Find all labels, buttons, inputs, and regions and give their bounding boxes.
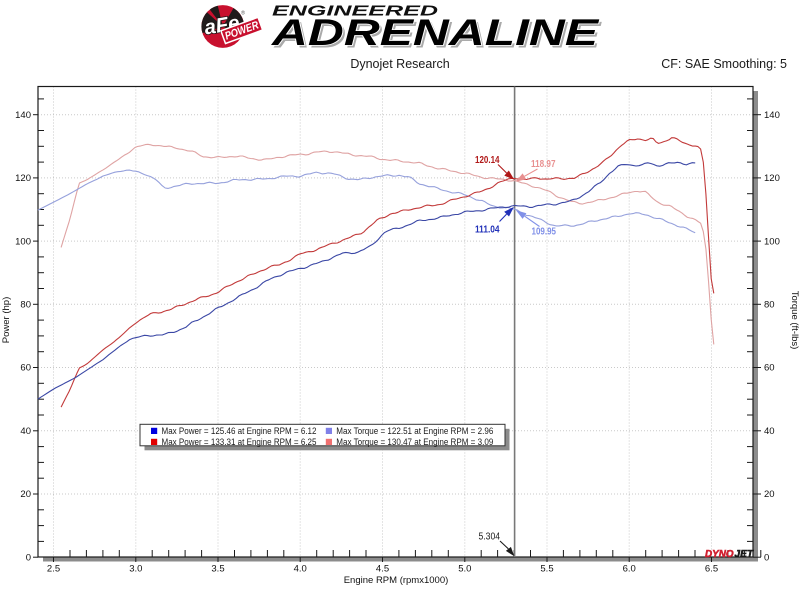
svg-text:0: 0 [26, 552, 31, 563]
svg-text:0: 0 [764, 552, 769, 563]
svg-text:Power (hp): Power (hp) [1, 297, 12, 343]
svg-text:3.5: 3.5 [211, 564, 224, 575]
svg-text:®: ® [241, 10, 245, 17]
svg-text:5.0: 5.0 [458, 564, 471, 575]
svg-text:2.5: 2.5 [47, 564, 60, 575]
svg-text:5.304: 5.304 [479, 532, 501, 543]
svg-text:20: 20 [20, 489, 31, 500]
svg-text:ADRENALINE: ADRENALINE [273, 15, 602, 56]
svg-text:5.5: 5.5 [540, 564, 553, 575]
svg-text:4.5: 4.5 [376, 564, 389, 575]
svg-text:4.0: 4.0 [294, 564, 307, 575]
svg-text:80: 80 [20, 300, 31, 311]
svg-text:DYNO: DYNO [705, 548, 734, 560]
svg-text:120: 120 [15, 173, 31, 184]
svg-text:118.97: 118.97 [531, 159, 556, 170]
svg-text:100: 100 [15, 236, 31, 247]
svg-text:40: 40 [764, 426, 775, 437]
svg-text:60: 60 [764, 363, 775, 374]
svg-text:80: 80 [764, 300, 775, 311]
svg-text:Max Torque = 122.51 at Engine: Max Torque = 122.51 at Engine RPM = 2.96 [336, 426, 493, 436]
svg-text:140: 140 [15, 110, 31, 121]
svg-text:6.0: 6.0 [623, 564, 636, 575]
svg-text:111.04: 111.04 [475, 225, 500, 236]
svg-text:120: 120 [764, 173, 780, 184]
svg-text:3.0: 3.0 [129, 564, 142, 575]
svg-text:Max Power = 133.31 at Engine R: Max Power = 133.31 at Engine RPM = 6.25 [162, 437, 317, 447]
svg-text:109.95: 109.95 [532, 227, 557, 238]
svg-text:Torque (ft-lbs): Torque (ft-lbs) [789, 291, 800, 350]
svg-text:ADRENALINE: ADRENALINE [271, 12, 600, 53]
svg-text:Engine RPM (rpmx1000): Engine RPM (rpmx1000) [344, 575, 449, 586]
svg-text:Dynojet Research: Dynojet Research [350, 57, 449, 71]
svg-text:60: 60 [20, 363, 31, 374]
svg-text:100: 100 [764, 236, 780, 247]
svg-text:20: 20 [764, 489, 775, 500]
svg-text:120.14: 120.14 [475, 155, 500, 166]
svg-text:JET: JET [735, 548, 755, 560]
svg-text:ENGINEERED: ENGINEERED [272, 4, 439, 20]
svg-text:Max Power = 125.46 at Engine R: Max Power = 125.46 at Engine RPM = 6.12 [162, 426, 317, 436]
svg-text:140: 140 [764, 110, 780, 121]
svg-text:40: 40 [20, 426, 31, 437]
svg-text:CF: SAE Smoothing: 5: CF: SAE Smoothing: 5 [661, 57, 787, 71]
svg-text:6.5: 6.5 [705, 564, 718, 575]
svg-text:Max Torque = 130.47 at Engine: Max Torque = 130.47 at Engine RPM = 3.09 [336, 437, 493, 447]
